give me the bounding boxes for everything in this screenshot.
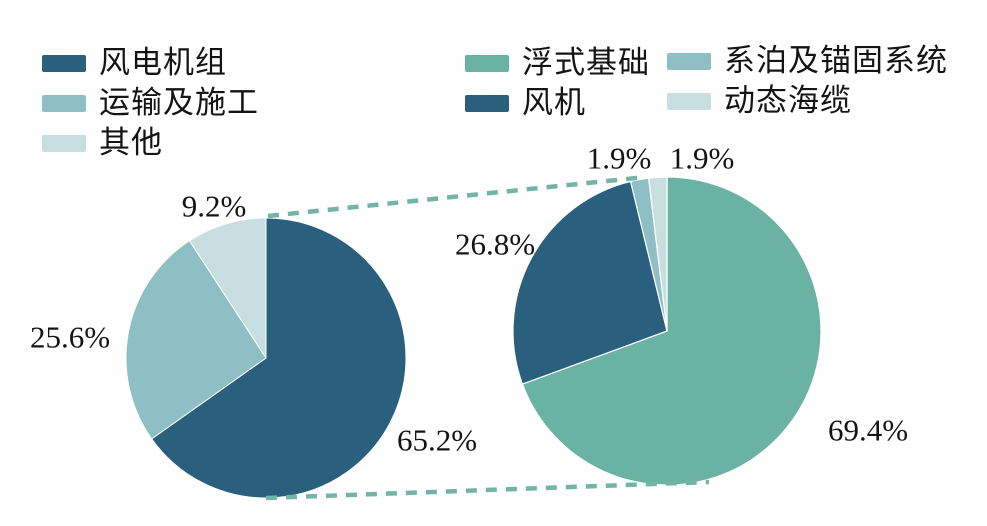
- legend-label-floating-foundation: 浮式基础: [522, 45, 650, 80]
- left-pie: [125, 217, 407, 499]
- legend-item-mooring-anchoring: 系泊及锚固系统: [667, 43, 948, 79]
- left-pie-label-wind-turbine-set: 65.2%: [396, 422, 478, 458]
- connector-line-bottom: [265, 479, 710, 501]
- right-pie-label-floating-foundation: 69.4%: [827, 412, 909, 448]
- legend-right-col2: 系泊及锚固系统 动态海缆: [667, 43, 948, 123]
- legend-item-other: 其他: [42, 125, 259, 161]
- left-pie-label-transport-construction: 25.6%: [29, 319, 111, 355]
- pie-0-slice-2: [189, 217, 267, 359]
- pie-1-slice-3: [648, 176, 668, 332]
- left-pie-label-other: 9.2%: [181, 188, 247, 224]
- legend-swatch-dynamic-cable: [667, 92, 711, 110]
- legend-right-col1: 浮式基础 风机: [465, 45, 650, 125]
- pie-0-slice-0: [151, 217, 407, 499]
- connector-line-top: [267, 174, 647, 219]
- legend-label-wind-turbine: 风机: [522, 85, 586, 120]
- legend-label-other: 其他: [99, 125, 163, 160]
- legend-label-mooring-anchoring: 系泊及锚固系统: [724, 43, 948, 78]
- legend-item-wind-turbine: 风机: [465, 85, 650, 121]
- right-pie-label-wind-turbine: 26.8%: [454, 226, 536, 262]
- legend-swatch-mooring-anchoring: [667, 52, 711, 70]
- legend-left: 风电机组 运输及施工 其他: [42, 45, 259, 165]
- right-pie-label-dynamic-cable: 1.9%: [669, 140, 735, 176]
- right-pie-label-mooring-anchoring: 1.9%: [586, 140, 652, 176]
- legend-label-transport-construction: 运输及施工: [99, 85, 259, 120]
- legend-label-dynamic-cable: 动态海缆: [724, 83, 852, 118]
- legend-item-floating-foundation: 浮式基础: [465, 45, 650, 81]
- legend-item-wind-turbine-set: 风电机组: [42, 45, 259, 81]
- legend-item-dynamic-cable: 动态海缆: [667, 83, 948, 119]
- legend-swatch-floating-foundation: [465, 54, 509, 72]
- legend-swatch-wind-turbine-set: [42, 54, 86, 72]
- legend-swatch-transport-construction: [42, 94, 86, 112]
- legend-swatch-other: [42, 134, 86, 152]
- legend-label-wind-turbine-set: 风电机组: [99, 45, 227, 80]
- pie-0-slice-1: [125, 240, 267, 440]
- legend-item-transport-construction: 运输及施工: [42, 85, 259, 121]
- pie-1-slice-0: [521, 176, 822, 486]
- legend-swatch-wind-turbine: [465, 94, 509, 112]
- pie-1-slice-1: [512, 180, 668, 385]
- right-pie: [512, 176, 822, 486]
